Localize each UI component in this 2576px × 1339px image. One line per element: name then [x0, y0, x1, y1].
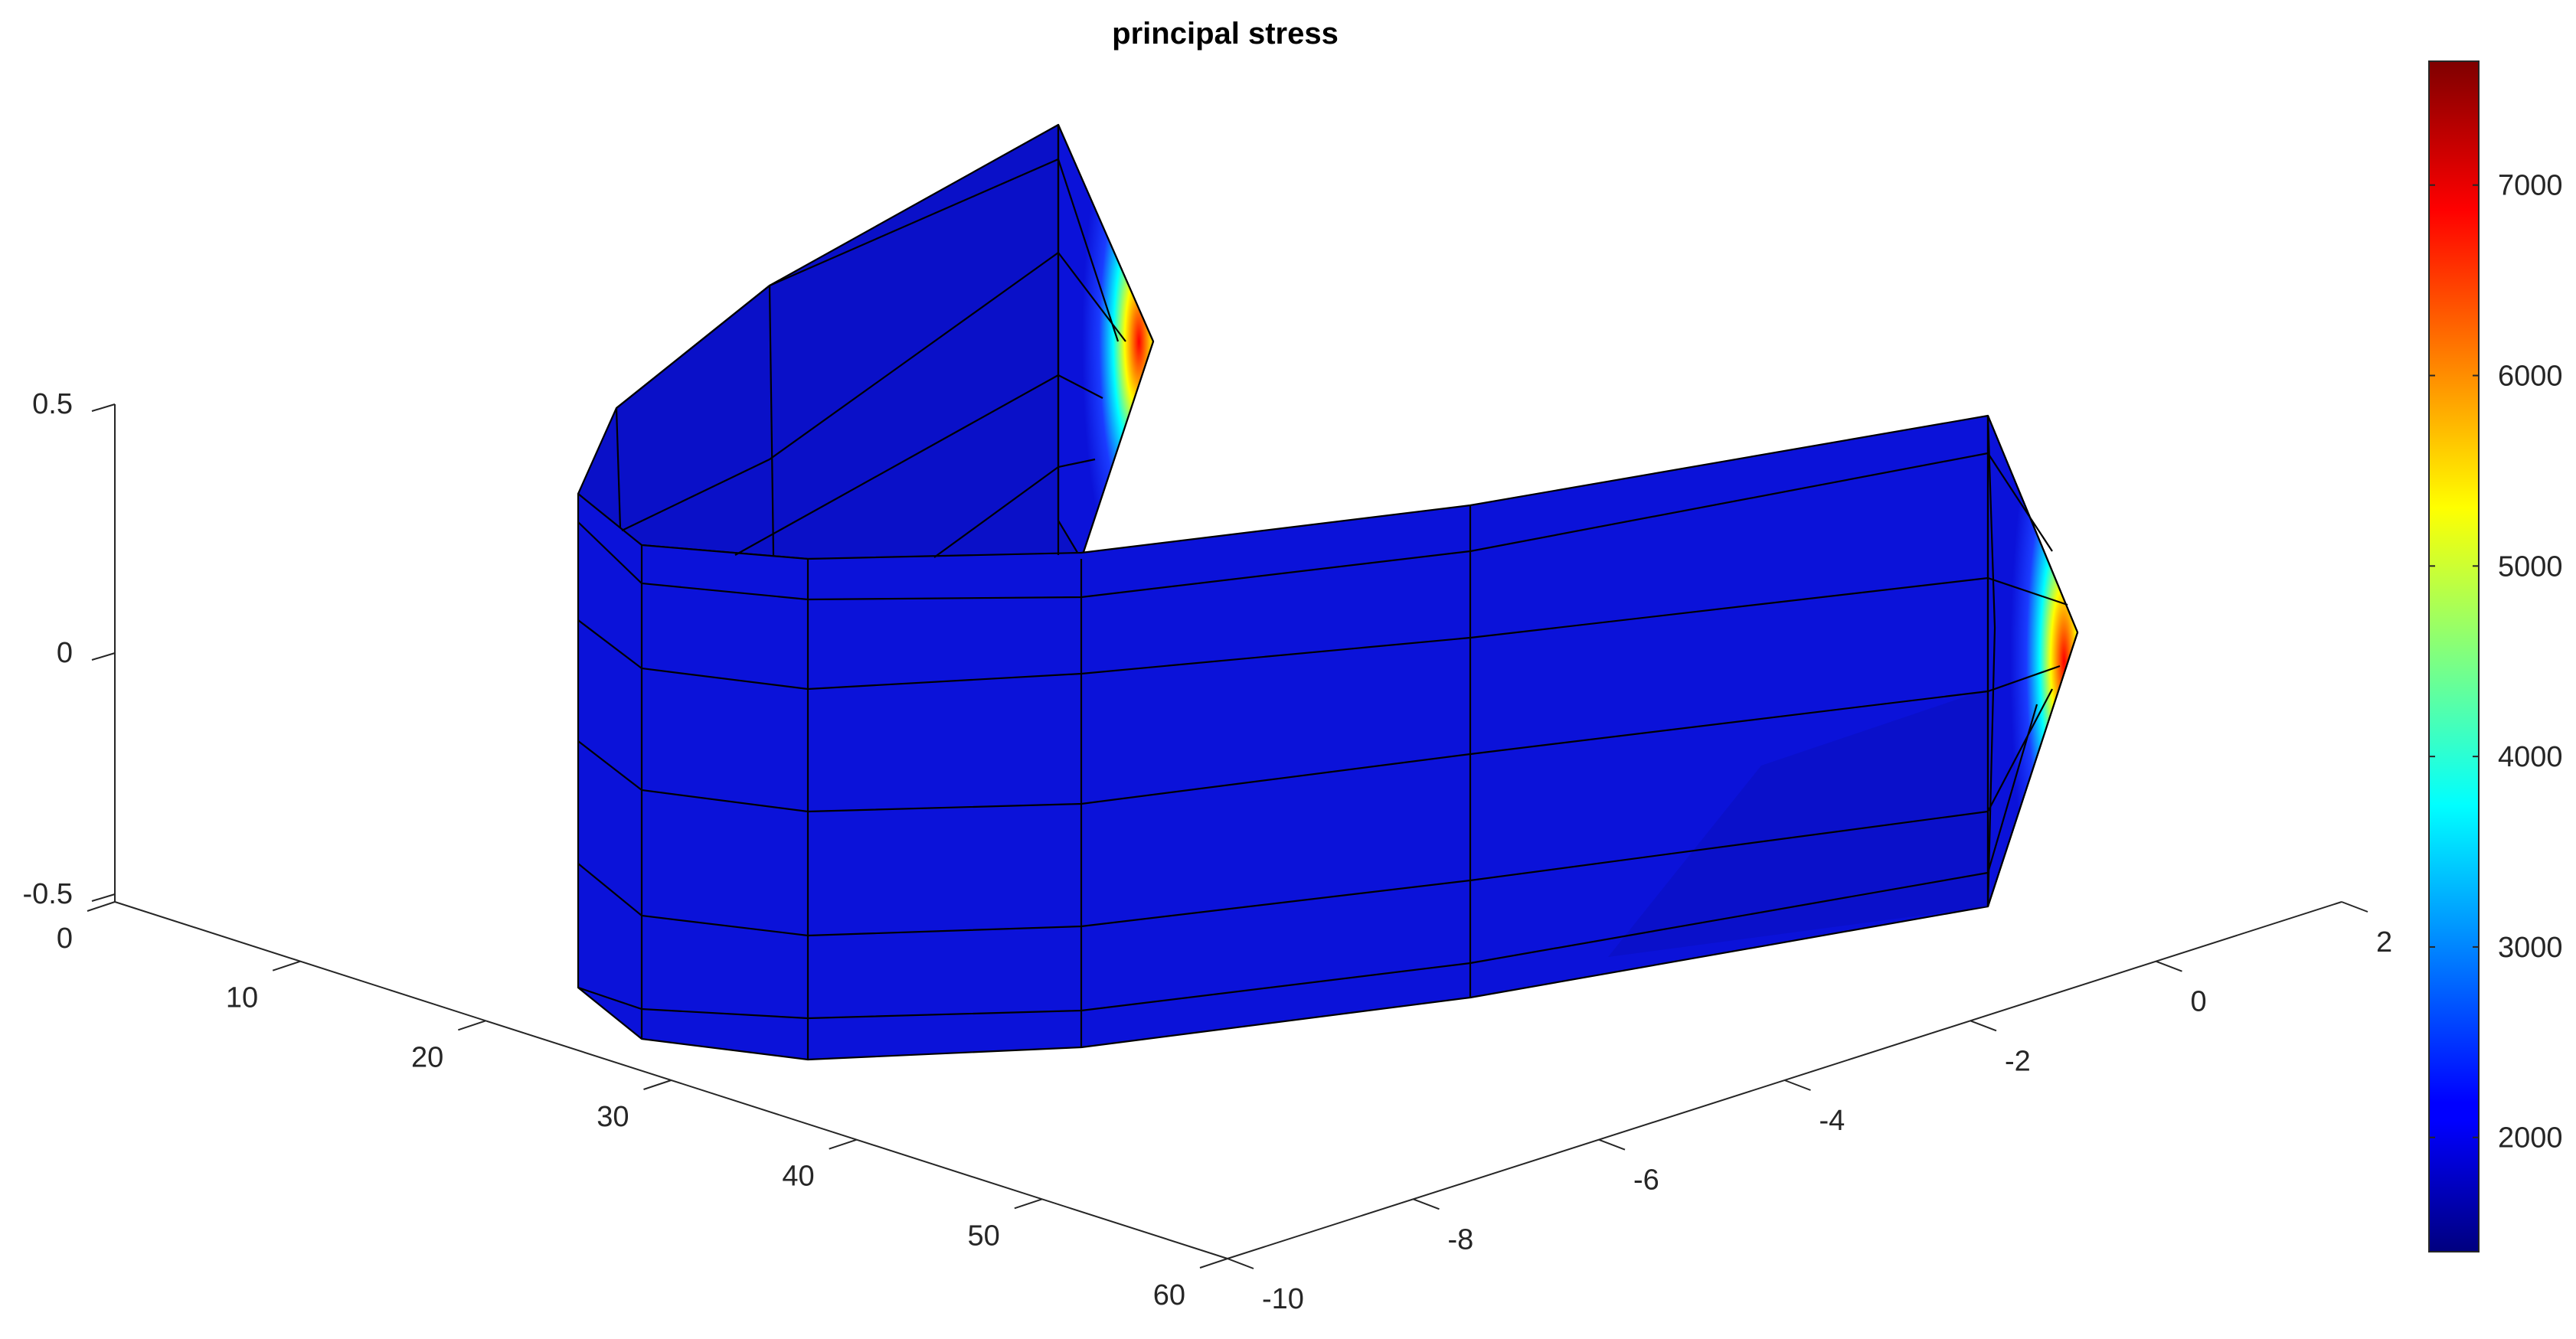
y-tick-mark	[1784, 1079, 1811, 1091]
colorbar-tick-label: 3000	[2498, 932, 2563, 964]
z-tick-label: 0	[57, 637, 73, 669]
x-tick-mark	[1014, 1198, 1043, 1210]
colorbar: 2000 3000 4000 5000 6000 7000	[2428, 60, 2563, 1252]
y-tick-label: -6	[1633, 1164, 1659, 1197]
front-band-end-cap	[1986, 415, 2079, 907]
colorbar-scale	[2428, 60, 2480, 1252]
y-tick-mark	[2156, 960, 2182, 972]
z-axis-ticks: -0.5 0 0.5	[23, 388, 116, 910]
y-tick-mark	[2341, 901, 2368, 913]
x-tick-label: 0	[57, 923, 73, 955]
y-tick-label: -2	[2005, 1045, 2031, 1077]
y-tick-label: -4	[1819, 1105, 1845, 1137]
x-tick-mark	[829, 1138, 857, 1150]
front-band-mesh	[577, 416, 2068, 1060]
z-tick-label: 0.5	[32, 388, 73, 420]
x-tick-label: 20	[411, 1041, 443, 1073]
colorbar-ticks: 2000 3000 4000 5000 6000 7000	[2429, 170, 2563, 1154]
y-tick-mark	[1598, 1138, 1626, 1151]
colorbar-tick-label: 7000	[2498, 170, 2563, 202]
y-axis-ticks: -10 -8 -6 -4 -2 0 2	[1227, 901, 2392, 1315]
y-tick-mark	[1413, 1198, 1440, 1210]
y-tick-label: 2	[2376, 926, 2392, 959]
y-tick-mark	[1227, 1258, 1254, 1269]
x-tick-mark	[458, 1020, 486, 1031]
x-tick-label: 60	[1153, 1279, 1185, 1311]
back-arm-mesh	[615, 125, 1126, 558]
x-tick-label: 50	[968, 1220, 1000, 1252]
chart-title: principal stress	[1112, 17, 1339, 51]
x-tick-label: 40	[782, 1161, 814, 1193]
x-tick-label: 30	[597, 1101, 629, 1133]
colorbar-tick-label: 2000	[2498, 1122, 2563, 1154]
x-tick-mark	[87, 901, 116, 912]
x-tick-mark	[643, 1079, 672, 1090]
z-tick-label: -0.5	[23, 878, 73, 910]
colorbar-tick-label: 4000	[2498, 741, 2563, 773]
y-tick-label: -8	[1448, 1223, 1474, 1256]
x-axis-ticks: 0 10 20 30 40 50 60	[57, 901, 1228, 1311]
y-tick-label: 0	[2191, 986, 2207, 1018]
colorbar-tick-label: 5000	[2498, 550, 2563, 583]
back-arm-end-face	[1057, 123, 1155, 560]
y-tick-label: -10	[1262, 1283, 1304, 1315]
colorbar-tick-label: 6000	[2498, 361, 2563, 393]
z-tick-mark	[91, 893, 116, 902]
y-tick-mark	[1970, 1020, 1997, 1032]
x-tick-mark	[272, 960, 301, 972]
stress-surface	[577, 123, 2079, 1061]
z-tick-mark	[91, 652, 116, 661]
x-tick-label: 10	[226, 982, 258, 1014]
x-tick-mark	[1199, 1258, 1228, 1269]
z-tick-mark	[91, 403, 116, 412]
